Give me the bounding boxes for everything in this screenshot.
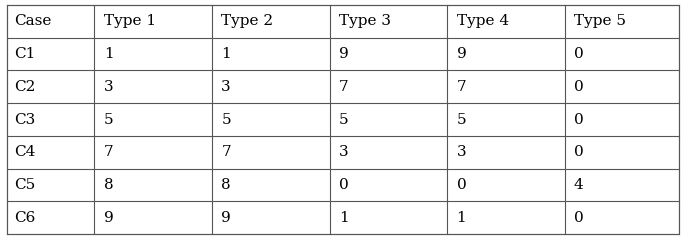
Text: 0: 0 <box>574 47 584 61</box>
Text: Type 2: Type 2 <box>222 14 274 28</box>
Text: Type 1: Type 1 <box>104 14 156 28</box>
Text: 9: 9 <box>339 47 348 61</box>
Text: 1: 1 <box>339 211 348 225</box>
Text: 1: 1 <box>457 211 466 225</box>
Text: 3: 3 <box>104 80 113 94</box>
Text: 0: 0 <box>339 178 348 192</box>
Text: Type 4: Type 4 <box>457 14 509 28</box>
Text: C2: C2 <box>14 80 35 94</box>
Text: 0: 0 <box>457 178 466 192</box>
Text: Case: Case <box>14 14 51 28</box>
Text: 5: 5 <box>339 113 348 126</box>
Text: 1: 1 <box>222 47 231 61</box>
Text: 1: 1 <box>104 47 113 61</box>
Text: C3: C3 <box>14 113 35 126</box>
Text: 0: 0 <box>574 145 584 159</box>
Text: 5: 5 <box>104 113 113 126</box>
Text: 3: 3 <box>457 145 466 159</box>
Text: 9: 9 <box>457 47 466 61</box>
Text: 7: 7 <box>222 145 231 159</box>
Text: C5: C5 <box>14 178 35 192</box>
Text: Type 3: Type 3 <box>339 14 391 28</box>
Text: C6: C6 <box>14 211 35 225</box>
Text: 3: 3 <box>222 80 231 94</box>
Text: 5: 5 <box>222 113 231 126</box>
Text: 3: 3 <box>339 145 348 159</box>
Text: 8: 8 <box>104 178 113 192</box>
Text: 7: 7 <box>457 80 466 94</box>
Text: C4: C4 <box>14 145 35 159</box>
Text: 9: 9 <box>222 211 231 225</box>
Text: 7: 7 <box>104 145 113 159</box>
Text: Type 5: Type 5 <box>574 14 626 28</box>
Text: 9: 9 <box>104 211 113 225</box>
Text: 0: 0 <box>574 113 584 126</box>
Text: 0: 0 <box>574 211 584 225</box>
Text: 0: 0 <box>574 80 584 94</box>
Text: C1: C1 <box>14 47 35 61</box>
Text: 4: 4 <box>574 178 584 192</box>
Text: 7: 7 <box>339 80 348 94</box>
Text: 8: 8 <box>222 178 231 192</box>
Text: 5: 5 <box>457 113 466 126</box>
